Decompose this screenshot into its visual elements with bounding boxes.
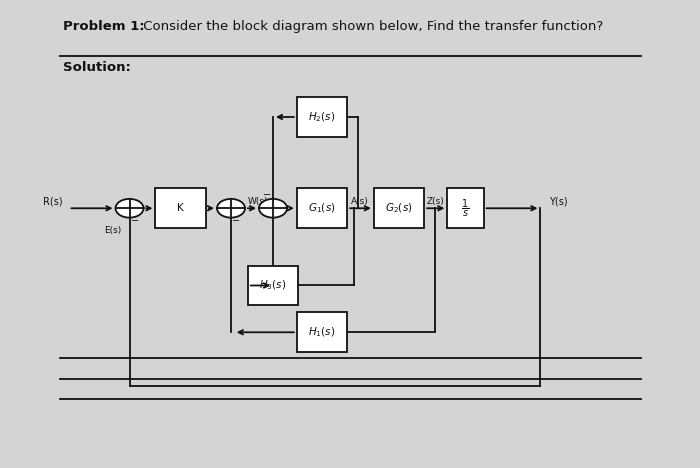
Text: Consider the block diagram shown below, Find the transfer function?: Consider the block diagram shown below, …: [139, 20, 603, 33]
Bar: [248, 265, 298, 305]
Text: A(s): A(s): [351, 197, 368, 206]
Circle shape: [116, 199, 144, 218]
Text: Solution:: Solution:: [63, 61, 131, 74]
Text: K: K: [177, 203, 184, 213]
Bar: [447, 188, 484, 228]
Text: $H_1(s)$: $H_1(s)$: [309, 325, 335, 339]
Text: $H_2(s)$: $H_2(s)$: [309, 110, 335, 124]
Text: $G_1(s)$: $G_1(s)$: [308, 201, 336, 215]
Text: R(s): R(s): [43, 197, 63, 206]
Bar: [374, 188, 424, 228]
Bar: [155, 188, 206, 228]
Text: $G_2(s)$: $G_2(s)$: [385, 201, 413, 215]
Text: E(s): E(s): [104, 226, 121, 235]
Text: −: −: [131, 216, 139, 226]
Text: −: −: [263, 190, 272, 200]
Text: Problem 1:: Problem 1:: [63, 20, 145, 33]
Text: $\dfrac{1}{s}$: $\dfrac{1}{s}$: [461, 198, 470, 219]
Text: Y(s): Y(s): [549, 197, 568, 206]
Text: $H_3(s)$: $H_3(s)$: [260, 278, 286, 292]
Bar: [297, 313, 347, 352]
Text: −: −: [232, 216, 241, 226]
Circle shape: [217, 199, 245, 218]
Bar: [297, 97, 347, 137]
Bar: [297, 188, 347, 228]
Text: Z(s): Z(s): [427, 197, 444, 206]
Text: W(s): W(s): [248, 197, 268, 206]
Circle shape: [259, 199, 287, 218]
